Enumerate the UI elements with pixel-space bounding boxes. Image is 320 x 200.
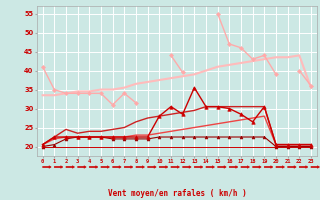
Text: Vent moyen/en rafales ( km/h ): Vent moyen/en rafales ( km/h ) (108, 189, 247, 198)
